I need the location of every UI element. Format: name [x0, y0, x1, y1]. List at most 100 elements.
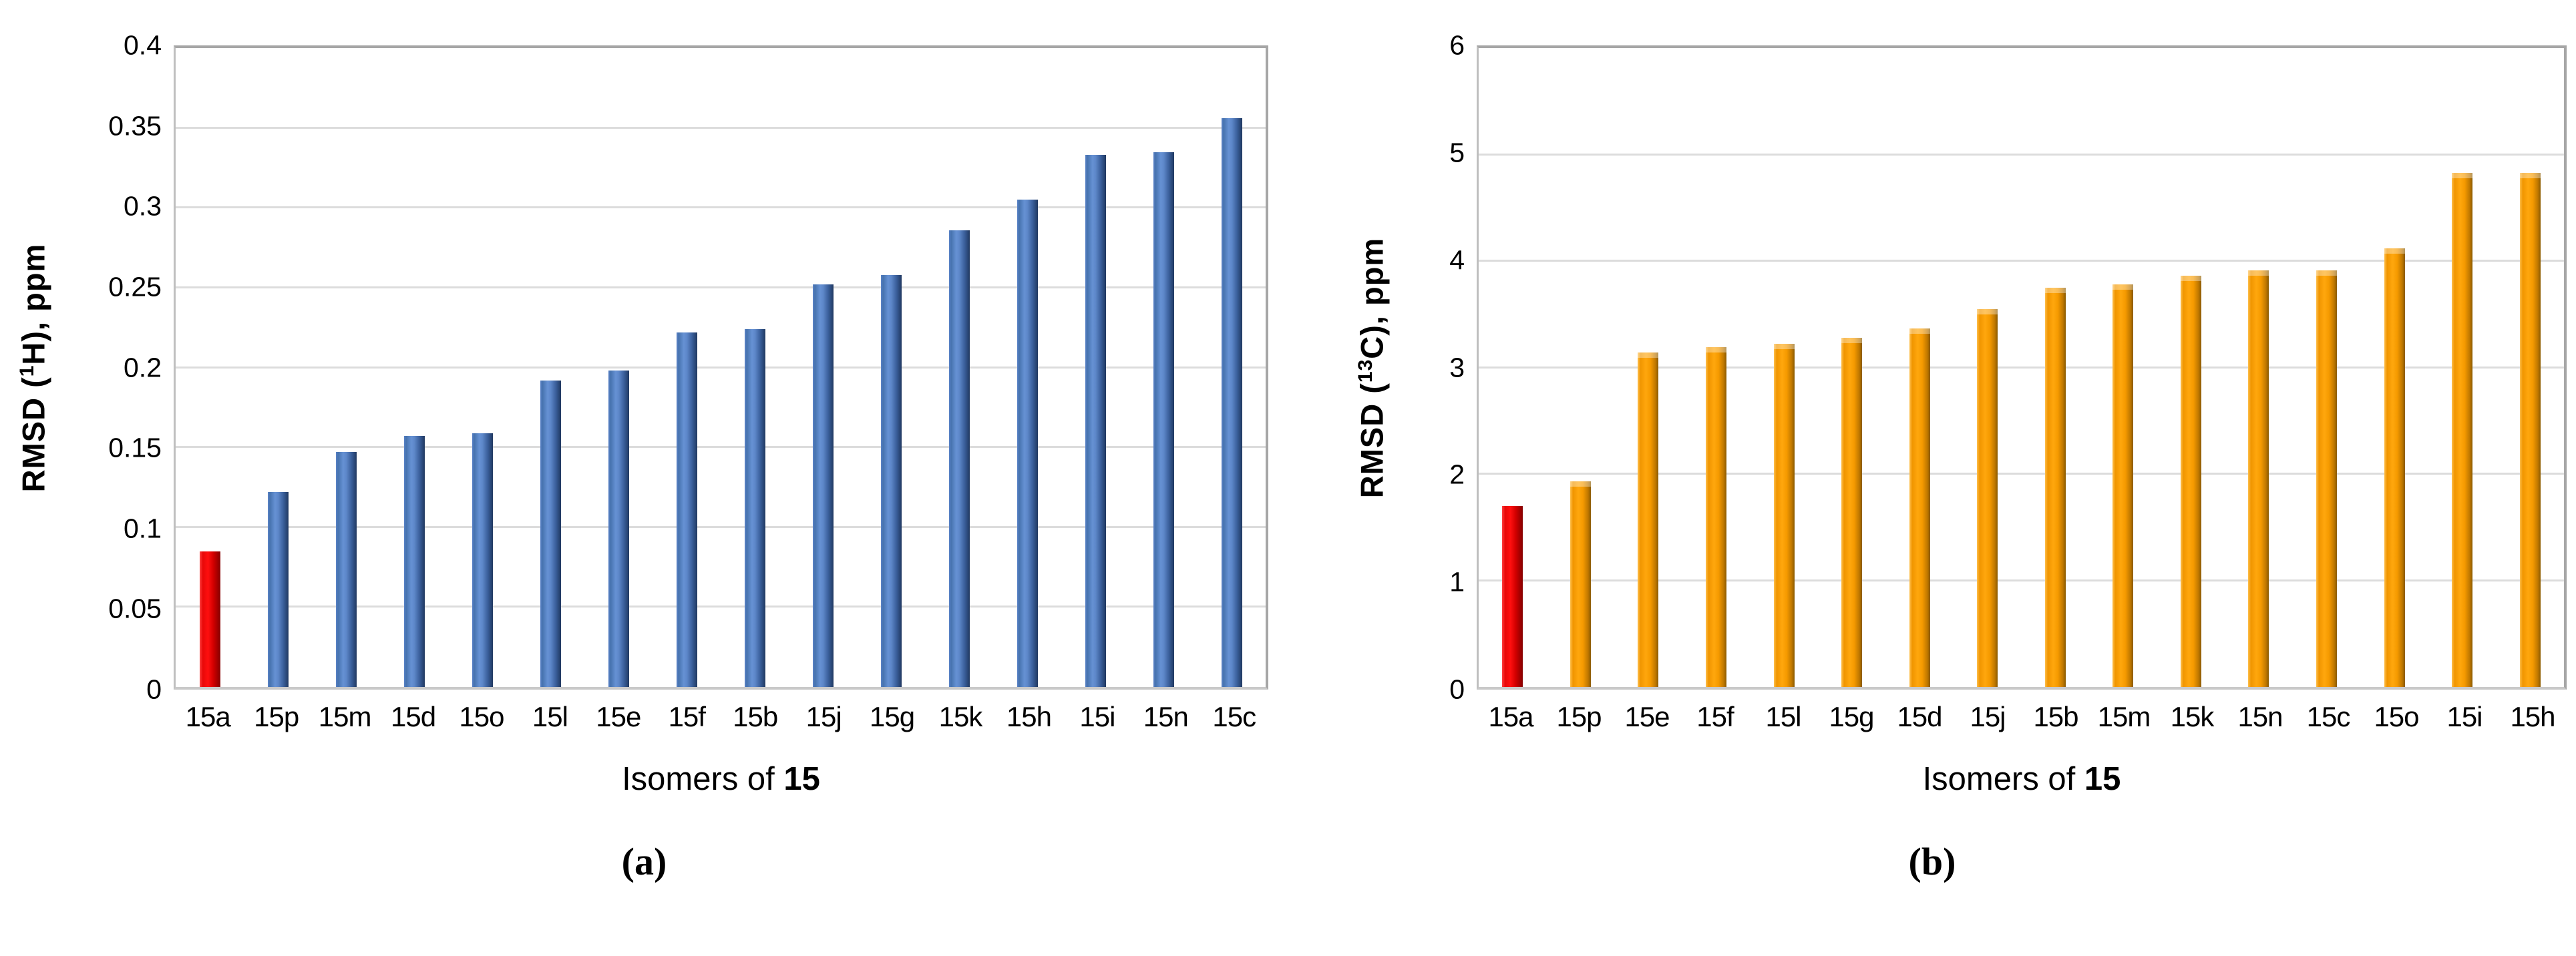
bar-15j [812, 284, 834, 687]
bar-slot-15k [925, 48, 993, 687]
x-tick-label-15d: 15d [390, 701, 436, 732]
x-tick-label-15a: 15a [1488, 701, 1533, 732]
bar-15p [1570, 481, 1591, 687]
x-axis-spacer-b [1348, 700, 1477, 734]
bar-15c [2316, 270, 2338, 687]
x-tick-label-15b: 15b [733, 701, 778, 732]
y-axis-title-b-post: C), ppm [1354, 237, 1390, 359]
gridline [176, 286, 1266, 288]
bar-15f [1705, 347, 1726, 687]
bar-15a [199, 551, 220, 687]
x-axis-labels-row-a: 15a 15p 15m 15d 15o 15l 15e 15f 15b 15j 15g 15k 15h 1… [0, 700, 1288, 734]
bar-slot-15p [244, 48, 312, 687]
panel-a: RMSD (1H), ppm 0 0.05 0.1 0.15 0.2 0.25 0.3 0.3… [0, 31, 1288, 884]
y-axis-title-a-post: H), ppm [15, 243, 51, 365]
x-tick-label-15c: 15c [2306, 701, 2351, 732]
x-axis-title-a: Isomers of 15 [174, 760, 1268, 798]
bar-15m [335, 452, 357, 687]
y-tick-label-0.05: 0.05 [108, 593, 162, 624]
y-tick-label-1: 1 [1449, 566, 1465, 598]
bar-15i [1085, 155, 1106, 687]
gridline [1479, 260, 2564, 262]
bar-slot-15l [516, 48, 584, 687]
x-tick-label-15g: 15g [870, 701, 915, 732]
bar-15f [676, 332, 697, 687]
bar-slot-15f [653, 48, 721, 687]
bar-slot-15g [857, 48, 925, 687]
x-tick-label-15k: 15k [2170, 701, 2215, 732]
bar-slot-15p [1547, 48, 1615, 687]
bar-15g [880, 274, 902, 687]
x-tick-label-15j: 15j [805, 701, 842, 732]
y-tick-label-0.2: 0.2 [124, 352, 162, 383]
caption-b: (b) [1908, 840, 1956, 884]
bar-slot-15i [1061, 48, 1129, 687]
bars-layer [1479, 48, 2564, 687]
bar-15o [472, 433, 493, 687]
chart-a: RMSD (1H), ppm 0 0.05 0.1 0.15 0.2 0.25 0.3 0.3… [0, 31, 1288, 703]
plot-area-b [1477, 45, 2567, 690]
x-tick-label-15e: 15e [1624, 701, 1670, 732]
gridline [176, 126, 1266, 129]
x-axis-title-b-pre: Isomers of [1922, 761, 2084, 798]
x-tick-label-15e: 15e [596, 701, 641, 732]
gridline [1479, 579, 2564, 581]
bar-15h [1017, 200, 1038, 687]
x-tick-label-15f: 15f [1696, 701, 1734, 732]
x-tick-label-15p: 15p [254, 701, 299, 732]
y-tick-label-3: 3 [1449, 352, 1465, 383]
x-tick-label-15a: 15a [185, 701, 231, 732]
caption-a: (a) [621, 840, 667, 884]
bar-slot-15h [993, 48, 1061, 687]
bar-15k [2180, 276, 2201, 687]
x-axis-labels-a: 15a 15p 15m 15d 15o 15l 15e 15f 15b 15j 15g 15k 15h 1… [174, 700, 1268, 734]
bar-15b [2044, 287, 2066, 687]
x-tick-label-15m: 15m [318, 701, 372, 732]
gridline [176, 446, 1266, 449]
gridline [1479, 366, 2564, 369]
bar-slot-15g [1818, 48, 1886, 687]
bar-15n [2248, 270, 2269, 687]
x-tick-label-15o: 15o [2374, 701, 2419, 732]
gridline [1479, 153, 2564, 156]
bar-15l [540, 380, 561, 687]
bar-slot-15m [312, 48, 380, 687]
y-tick-label-0: 0 [146, 674, 162, 705]
gridline [176, 606, 1266, 608]
x-tick-label-15i: 15i [1079, 701, 1115, 732]
bar-15k [948, 230, 970, 687]
x-tick-label-15l: 15l [1765, 701, 1801, 732]
y-tick-label-0.25: 0.25 [108, 271, 162, 302]
gridline [176, 366, 1266, 369]
bar-slot-15f [1682, 48, 1751, 687]
bar-15i [2452, 172, 2473, 687]
y-axis-title-b-pre: RMSD ( [1354, 382, 1390, 498]
bar-15j [1977, 308, 1998, 687]
y-tick-label-5: 5 [1449, 137, 1465, 168]
plot-area-a [174, 45, 1268, 690]
x-axis-labels-row-b: 15a 15p 15e 15f 15l 15g 15d 15j 15b 15m 15k 15n 15c 1… [1288, 700, 2576, 734]
gridline [176, 206, 1266, 209]
y-axis-title-b: RMSD (13C), ppm [1354, 237, 1391, 497]
y-tick-label-2: 2 [1449, 459, 1465, 490]
bar-15a [1502, 505, 1523, 687]
y-axis-title-b-superscript: 13 [1354, 358, 1376, 383]
bar-slot-15e [1614, 48, 1682, 687]
bar-slot-15l [1750, 48, 1818, 687]
x-tick-label-15b: 15b [2033, 701, 2078, 732]
x-tick-label-15l: 15l [532, 701, 568, 732]
x-axis-title-b-bold: 15 [2084, 761, 2121, 798]
y-tick-label-4: 4 [1449, 244, 1465, 276]
y-axis-title-column-b: RMSD (13C), ppm [1348, 45, 1395, 690]
bar-15l [1773, 344, 1795, 687]
x-tick-label-15k: 15k [938, 701, 983, 732]
x-axis-title-b: Isomers of 15 [1477, 760, 2567, 798]
bar-slot-15j [789, 48, 857, 687]
bar-slot-15d [380, 48, 448, 687]
bar-slot-15d [1885, 48, 1954, 687]
bar-15p [267, 492, 289, 687]
x-tick-label-15h: 15h [1006, 701, 1052, 732]
x-tick-label-15p: 15p [1556, 701, 1602, 732]
y-tick-label-0.4: 0.4 [124, 29, 162, 61]
